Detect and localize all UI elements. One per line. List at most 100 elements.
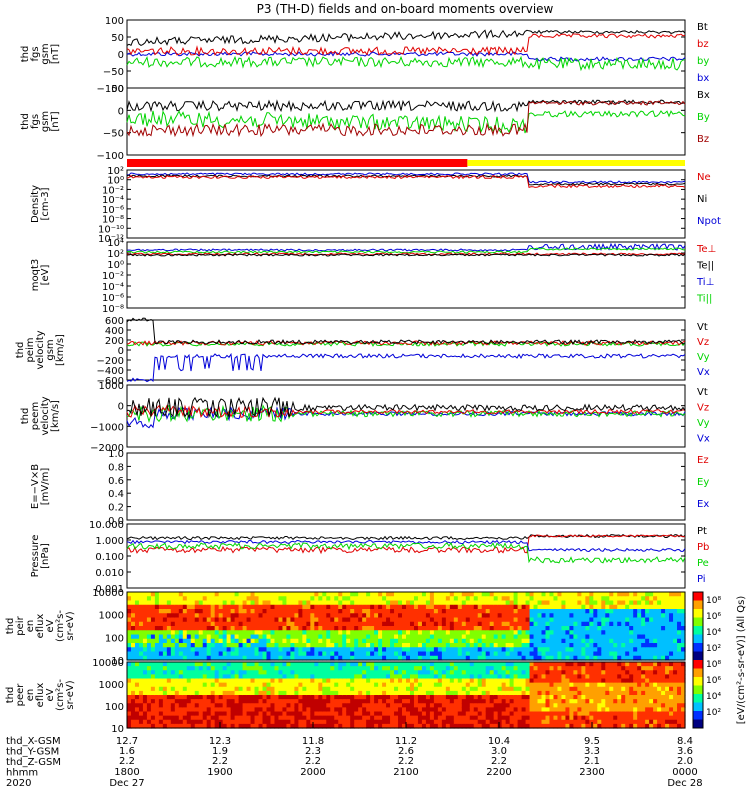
spectrogram-cell: [601, 617, 606, 623]
spectrogram-cell: [517, 604, 523, 610]
spectrogram-cell: [413, 715, 419, 721]
spectrogram-cell: [127, 666, 132, 671]
spectrogram-cell: [146, 723, 152, 729]
spectrogram-cell: [449, 703, 455, 708]
spectrogram-cell: [282, 592, 288, 597]
spectrogram-cell: [170, 699, 176, 704]
spectrogram-cell: [681, 643, 686, 648]
spectrogram-cell: [298, 630, 303, 636]
spectrogram-cell: [186, 682, 192, 688]
spectrogram-cell: [286, 604, 292, 610]
spectrogram-cell: [310, 651, 315, 657]
spectrogram-cell: [130, 678, 136, 684]
spectrogram-cell: [298, 707, 303, 713]
spectrogram-cell: [669, 695, 674, 700]
spectrogram-cell: [509, 613, 515, 619]
spectrogram-cell: [437, 670, 443, 675]
spectrogram-cell: [657, 686, 662, 692]
y-label-line: Density: [30, 185, 41, 223]
spectrogram-cell: [258, 715, 264, 721]
spectrogram-cell: [421, 707, 427, 713]
spectrogram-cell: [194, 695, 200, 700]
spectrogram-cell: [565, 592, 571, 597]
spectrogram-cell: [661, 690, 666, 696]
legend-entry: Vz: [697, 403, 709, 414]
spectrogram-cell: [282, 662, 288, 667]
spectrogram-cell: [127, 703, 132, 708]
spectrogram-cell: [425, 699, 431, 704]
y-tick-label: −100: [97, 84, 124, 95]
spectrogram-cell: [425, 613, 431, 619]
spectrogram-cell: [150, 715, 156, 721]
spectrogram-cell: [138, 690, 144, 696]
spectrogram-cell: [350, 613, 355, 619]
spectrogram-cell: [142, 699, 148, 704]
spectrogram-cell: [641, 621, 646, 627]
spectrogram-cell: [665, 666, 670, 671]
spectrogram-cell: [625, 703, 630, 708]
spectrogram-cell: [665, 617, 670, 623]
spectrogram-cell: [146, 690, 152, 696]
spectrogram-cell: [653, 604, 658, 610]
spectrogram-cell: [509, 630, 515, 636]
spectrogram-cell: [417, 674, 423, 680]
spectrogram-cell: [270, 678, 276, 684]
spectrogram-cell: [529, 630, 535, 636]
spectrogram-cell: [545, 655, 551, 661]
spectrogram-cell: [589, 651, 594, 657]
spectrogram-cell: [449, 634, 455, 640]
spectrogram-cell: [661, 613, 666, 619]
spectrogram-cell: [246, 666, 252, 671]
spectrogram-cell: [561, 638, 567, 644]
spectrogram-cell: [457, 634, 463, 640]
spectrogram-cell: [513, 695, 519, 700]
spectrogram-cell: [541, 666, 547, 671]
spectrogram-cell: [485, 655, 491, 661]
spectrogram-cell: [142, 719, 148, 725]
spectrogram-cell: [298, 670, 303, 675]
spectrogram-cell: [370, 655, 375, 661]
spectrogram-cell: [198, 715, 204, 721]
spectrogram-cell: [653, 666, 658, 671]
spectrogram-cell: [425, 621, 431, 627]
spectrogram-cell: [326, 613, 331, 619]
spectrogram-cell: [473, 613, 479, 619]
spectrogram-cell: [585, 670, 590, 675]
spectrogram-cell: [354, 690, 359, 696]
spectrogram-cell: [437, 655, 443, 661]
spectrogram-cell: [150, 651, 156, 657]
spectrogram-cell: [394, 655, 399, 661]
spectrogram-cell: [677, 719, 682, 725]
spectrogram-cell: [557, 699, 563, 704]
spectrogram-cell: [545, 703, 551, 708]
spectrogram-cell: [541, 617, 547, 623]
spectrogram-cell: [469, 715, 475, 721]
y-tick-label: 100: [105, 702, 124, 713]
spectrogram-cell: [150, 678, 156, 684]
spectrogram-cell: [537, 711, 543, 717]
spectrogram-cell: [437, 666, 443, 671]
spectrogram-cell: [677, 678, 682, 684]
spectrogram-cell: [194, 634, 200, 640]
spectrogram-cell: [338, 695, 343, 700]
spectrogram-cell: [262, 707, 268, 713]
spectrogram-cell: [673, 690, 678, 696]
spectrogram-cell: [294, 703, 299, 708]
spectrogram-cell: [174, 609, 180, 614]
spectrogram-cell: [266, 630, 272, 636]
spectrogram-cell: [593, 723, 598, 729]
spectrogram-cell: [609, 638, 614, 644]
spectrogram-cell: [226, 703, 232, 708]
spectrogram-cell: [254, 678, 260, 684]
spectrogram-cell: [645, 686, 650, 692]
spectrogram-cell: [142, 662, 148, 667]
spectrogram-cell: [286, 592, 292, 597]
spectrogram-cell: [501, 638, 507, 644]
spectrogram-cell: [134, 678, 140, 684]
spectrogram-cell: [561, 690, 567, 696]
series-npot: [126, 172, 686, 184]
spectrogram-cell: [589, 592, 594, 597]
spectrogram-cell: [457, 707, 463, 713]
legend-entry: Vz: [697, 337, 709, 348]
spectrogram-cell: [541, 626, 547, 631]
